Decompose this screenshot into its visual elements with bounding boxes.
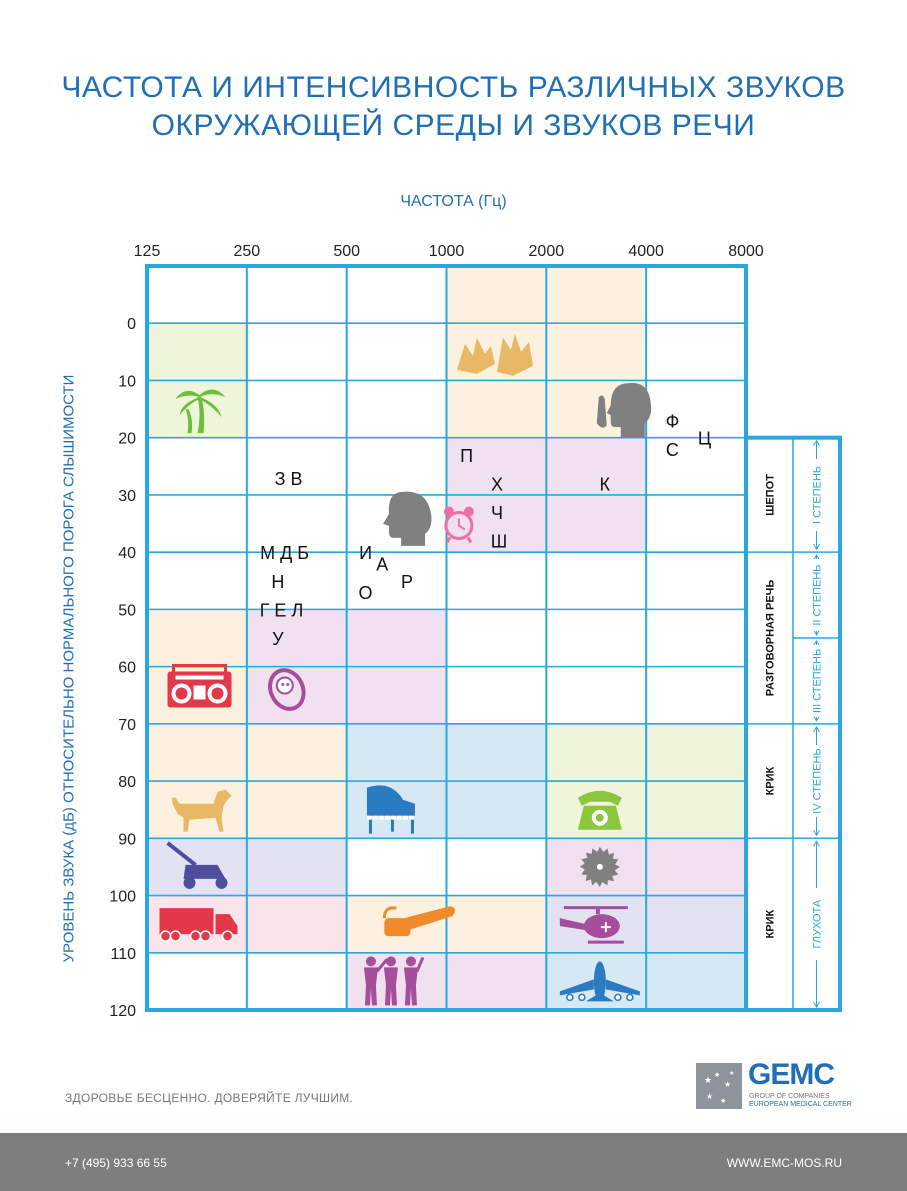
phoneme-label: Ш (491, 532, 508, 552)
y-tick-label: 70 (118, 717, 136, 734)
boombox-icon (167, 664, 232, 708)
svg-text:★: ★ (704, 1076, 712, 1086)
y-tick-label: 90 (118, 831, 136, 848)
truck-icon (159, 908, 238, 942)
airplane-icon (559, 961, 640, 1002)
x-tick-label: 1000 (429, 243, 465, 260)
footer-bar (0, 1133, 907, 1191)
y-tick-label: 50 (118, 602, 136, 619)
dog-icon (171, 789, 232, 832)
phoneme-label: Г Е Л (260, 600, 304, 620)
shaded-cell-17 (646, 838, 746, 896)
shaded-cell-15 (246, 838, 347, 896)
shaded-cell-25 (446, 952, 547, 1010)
alarm-clock-icon (443, 506, 474, 544)
shaded-cell-23 (646, 895, 746, 953)
phoneme-label: А (376, 555, 388, 575)
svg-text:★: ★ (724, 1080, 731, 1089)
phoneme-label: Ч (491, 503, 503, 523)
helicopter-icon (559, 906, 628, 944)
x-tick-label: 250 (233, 243, 260, 260)
phoneme-label: П (460, 446, 473, 466)
chart-title-line-2: ОКРУЖАЮЩЕЙ СРЕДЫ И ЗВУКОВ РЕЧИ (151, 109, 756, 142)
y-tick-label: 60 (118, 660, 136, 677)
phoneme-label: М Д Б (260, 543, 309, 563)
phoneme-label: Н (271, 572, 284, 592)
shaded-cell-27 (646, 952, 746, 1010)
y-tick-label: 100 (109, 889, 136, 906)
phoneme-label: Ц (698, 429, 711, 449)
shaded-cell-0 (446, 266, 547, 438)
x-axis-label: ЧАСТОТА (Гц) (400, 193, 507, 210)
phoneme-label: С (666, 440, 679, 460)
x-tick-label: 2000 (529, 243, 565, 260)
piano-icon (366, 785, 415, 834)
legend-degree-label: I СТЕПЕНЬ (812, 466, 824, 524)
legend-category-label: КРИК (765, 910, 777, 939)
svg-text:★: ★ (714, 1071, 720, 1079)
y-tick-label: 0 (127, 316, 136, 333)
chainsaw-icon (382, 906, 455, 937)
logo-subtitle-1: GROUP OF COMPANIES (749, 1093, 830, 1100)
legend-degree-label: ГЛУХОТА (812, 899, 824, 948)
y-tick-label: 30 (118, 488, 136, 505)
baby-icon (268, 668, 306, 711)
footer-phone[interactable]: +7 (495) 933 66 55 (65, 1156, 167, 1170)
saw-blade-icon (579, 846, 620, 887)
x-tick-label: 125 (134, 243, 161, 260)
musicians-icon (363, 956, 425, 1006)
footer-website-link[interactable]: WWW.EMC-MOS.RU (726, 1156, 842, 1170)
shaded-cell-19 (246, 895, 347, 953)
y-tick-label: 40 (118, 545, 136, 562)
logo-text: GEMC (748, 1058, 835, 1091)
lawn-mower-icon (166, 841, 228, 889)
chart-svg: 125 250 500 1000 2000 4000 8000 0 10 20 30 40 50 60 70… (109, 243, 842, 1020)
shaded-cell-21 (446, 895, 547, 953)
phoneme-label: З В (275, 469, 303, 489)
phoneme-label: Ф (666, 412, 680, 432)
talking-head-icon (383, 491, 432, 546)
chart-title-line-1: ЧАСТОТА И ИНТЕНСИВНОСТЬ РАЗЛИЧНЫХ ЗВУКОВ (61, 71, 846, 104)
y-tick-label: 120 (109, 1003, 136, 1020)
svg-text:★: ★ (720, 1097, 726, 1105)
legend-degree-label: IV СТЕПЕНЬ (812, 748, 824, 814)
svg-text:★: ★ (706, 1092, 713, 1101)
phoneme-label: К (599, 474, 610, 494)
logo-stars-icon: ★ ★ ★ ★ ★ ★ (696, 1063, 742, 1109)
legend-degree-label: II СТЕПЕНЬ (812, 564, 824, 625)
x-tick-label: 8000 (728, 243, 764, 260)
telephone-icon (577, 790, 622, 830)
y-tick-label: 20 (118, 431, 136, 448)
whisper-head-icon (596, 382, 652, 438)
legend-degree-label: III СТЕПЕНЬ (812, 649, 824, 713)
leaves-icon (456, 333, 533, 376)
palm-tree-icon (175, 389, 226, 434)
logo-subtitle-2: EUROPEAN MEDICAL CENTER (749, 1101, 852, 1108)
legend-category-label: ШЕПОТ (765, 474, 777, 516)
y-tick-label: 10 (118, 373, 136, 390)
footer-slogan: ЗДОРОВЬЕ БЕСЦЕННО. ДОВЕРЯЙТЕ ЛУЧШИМ. (65, 1091, 354, 1105)
phoneme-label: И (359, 543, 372, 563)
phoneme-label: Х (491, 474, 503, 494)
x-tick-label: 500 (333, 243, 360, 260)
phoneme-label: Р (401, 572, 413, 592)
phoneme-label: О (359, 583, 373, 603)
svg-text:★: ★ (729, 1070, 734, 1077)
y-tick-label: 110 (110, 946, 136, 963)
phoneme-label: У (272, 629, 284, 649)
y-tick-label: 80 (118, 774, 136, 791)
legend-category-label: РАЗГОВОРНАЯ РЕЧЬ (765, 580, 777, 697)
x-tick-label: 4000 (628, 243, 664, 260)
legend-category-label: КРИК (765, 766, 777, 795)
